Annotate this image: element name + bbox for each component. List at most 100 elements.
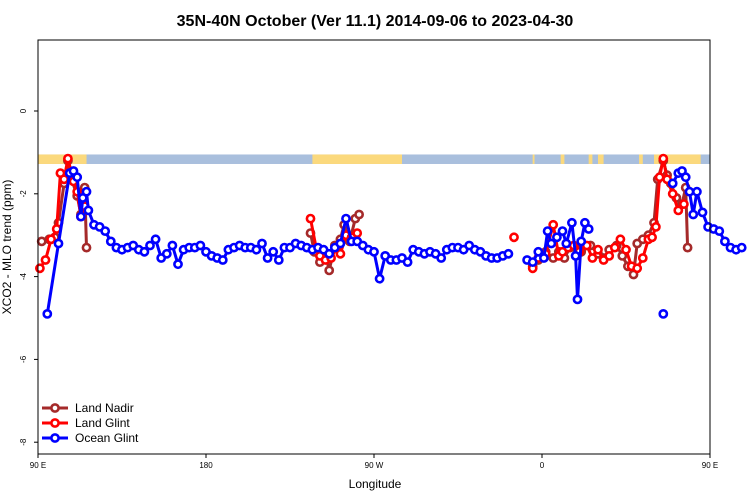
data-point-ocean-glint (173, 259, 183, 270)
data-point-ocean-glint (324, 248, 335, 259)
y-tick-label: -6 (19, 355, 28, 363)
land-band-segment (38, 154, 87, 164)
data-point-ocean-glint (576, 236, 587, 247)
data-point-ocean-glint (83, 205, 94, 216)
data-point-ocean-glint (692, 186, 702, 197)
data-point-ocean-glint (539, 253, 549, 263)
data-point-ocean-glint (567, 217, 577, 228)
data-point-land-glint (548, 219, 559, 230)
legend-item-land-glint: Land Glint (42, 416, 130, 430)
data-point-land-glint (63, 153, 73, 164)
x-tick-label: 90 W (365, 461, 384, 470)
data-point-ocean-glint (546, 238, 557, 249)
data-point-land-glint (305, 213, 316, 224)
data-point-ocean-glint (257, 238, 267, 249)
data-point-ocean-glint (195, 240, 206, 251)
legend-label: Land Glint (75, 416, 130, 430)
data-point-land-glint (632, 263, 643, 274)
data-point-ocean-glint (583, 224, 594, 234)
data-point-land-glint (673, 205, 684, 216)
data-point-ocean-glint (161, 248, 172, 259)
land-band-segment (532, 154, 535, 164)
data-point-ocean-glint (335, 238, 346, 249)
data-point-land-glint (651, 221, 661, 232)
legend-marker (50, 403, 60, 413)
chart-title: 35N-40N October (Ver 11.1) 2014-09-06 to… (177, 13, 574, 30)
legend-label: Land Nadir (75, 401, 134, 415)
data-point-land-glint (637, 253, 648, 263)
data-point-land-glint (593, 244, 603, 255)
data-point-land-glint (352, 228, 363, 238)
legend-marker (50, 418, 60, 428)
data-point-ocean-glint (714, 226, 725, 236)
data-point-ocean-glint (570, 250, 581, 261)
data-point-ocean-glint (557, 226, 568, 236)
data-point-ocean-glint (268, 246, 279, 257)
series-line-ocean-glint (45, 169, 509, 315)
y-axis-label: XCO2 - MLO trend (ppm) (0, 180, 14, 315)
data-point-ocean-glint (561, 238, 572, 249)
legend-item-ocean-glint: Ocean Glint (42, 431, 139, 445)
data-point-land-glint (647, 232, 657, 243)
data-point-ocean-glint (374, 273, 385, 284)
data-point-land-glint (609, 242, 620, 253)
data-point-ocean-glint (42, 308, 53, 319)
data-point-ocean-glint (145, 240, 155, 251)
data-point-ocean-glint (251, 244, 262, 255)
data-point-land-glint (679, 199, 689, 209)
data-point-land-glint (40, 255, 51, 265)
data-point-land-glint (509, 232, 519, 243)
data-point-ocean-glint (688, 209, 699, 220)
data-point-ocean-glint (680, 172, 691, 183)
x-tick-label: 90 E (702, 461, 718, 470)
data-point-ocean-glint (369, 246, 379, 257)
legend-label: Ocean Glint (75, 431, 139, 445)
land-band-segment (654, 154, 701, 164)
land-ocean-band (38, 154, 710, 164)
y-tick-label: 0 (19, 108, 28, 113)
data-point-ocean-glint (436, 253, 447, 263)
data-point-ocean-glint (81, 186, 92, 197)
data-point-land-glint (615, 234, 626, 245)
data-point-ocean-glint (167, 240, 178, 251)
data-point-land-glint (658, 153, 669, 164)
data-point-land-nadir (354, 209, 364, 220)
data-point-ocean-glint (736, 242, 747, 253)
data-point-ocean-glint (552, 232, 562, 243)
data-point-ocean-glint (402, 257, 413, 267)
y-axis: 0 -2 -4 -6 -8 (19, 108, 38, 446)
land-band-segment (639, 154, 643, 164)
data-point-ocean-glint (572, 294, 583, 305)
x-axis-label: Longitude (349, 477, 402, 491)
data-point-land-nadir (324, 265, 335, 276)
legend-marker (50, 433, 60, 443)
x-tick-label: 90 E (30, 461, 46, 470)
data-point-ocean-glint (697, 207, 708, 218)
legend-item-land-nadir: Land Nadir (42, 401, 134, 415)
data-point-land-nadir (682, 242, 693, 253)
data-point-land-glint (587, 253, 598, 263)
series-layer (35, 153, 747, 319)
land-band-segment (312, 154, 402, 164)
series-ocean-glint (42, 166, 747, 319)
data-point-ocean-glint (76, 211, 86, 222)
data-point-ocean-glint (533, 246, 544, 257)
y-tick-label: -2 (19, 190, 28, 198)
data-point-land-glint (667, 188, 678, 199)
data-point-land-glint (604, 250, 615, 261)
data-point-land-glint (35, 263, 45, 274)
data-point-land-glint (654, 172, 665, 183)
data-point-land-nadir (36, 236, 47, 247)
data-point-ocean-glint (503, 248, 514, 259)
data-point-ocean-glint (658, 308, 669, 319)
x-tick-label: 180 (199, 461, 213, 470)
data-point-ocean-glint (262, 253, 273, 263)
land-band-segment (560, 154, 565, 164)
data-point-ocean-glint (72, 172, 83, 183)
data-point-ocean-glint (217, 255, 228, 265)
data-point-ocean-glint (542, 226, 553, 236)
data-point-land-glint (621, 244, 631, 255)
data-point-ocean-glint (53, 238, 64, 249)
